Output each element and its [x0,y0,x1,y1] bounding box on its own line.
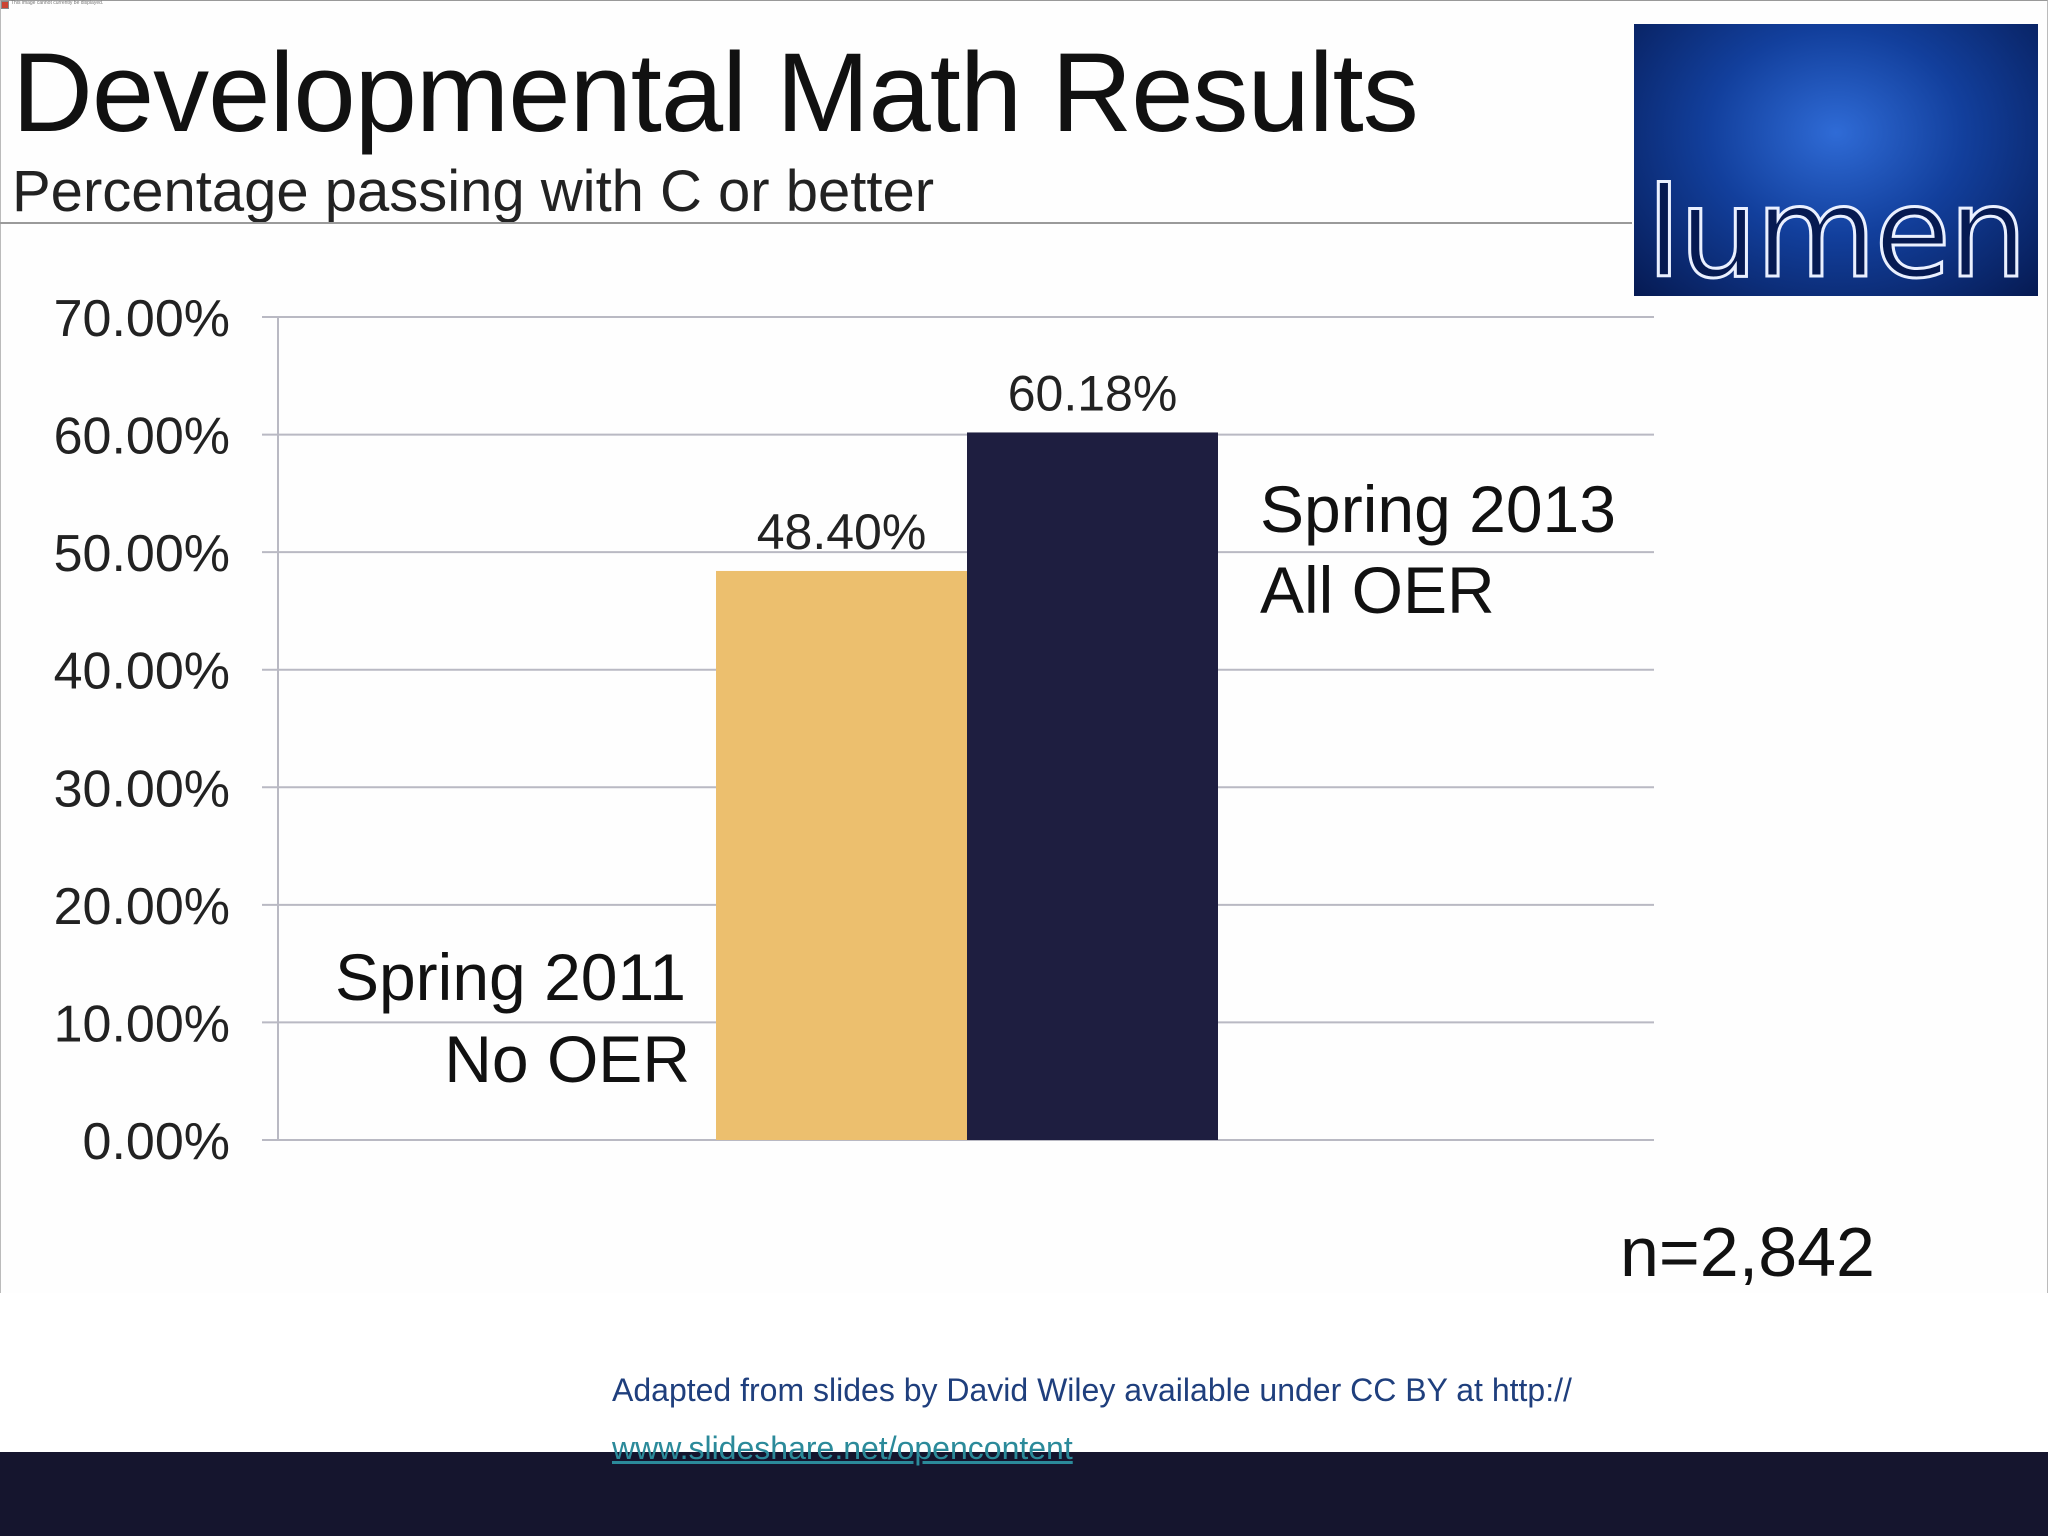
logo-text: lumen [1645,162,2029,297]
y-tick-label: 0.00% [83,1113,230,1171]
category-label-no-oer: No OER [444,1022,690,1096]
bar-1 [716,570,967,1140]
y-tick-label: 40.00% [54,643,230,701]
slide-title: Developmental Math Results [12,30,1419,155]
y-tick-label: 20.00% [54,878,230,936]
attribution-link[interactable]: www.slideshare.net/opencontent [612,1430,1073,1466]
attribution-text: Adapted from slides by David Wiley avail… [612,1372,1572,1408]
y-tick-label: 30.00% [54,760,230,818]
bar-2 [967,432,1218,1140]
bar-value-label: 48.40% [757,504,927,560]
y-tick-label: 10.00% [54,995,230,1053]
sample-size-label: n=2,842 [1620,1213,1875,1291]
bar-value-label: 60.18% [1008,365,1178,421]
y-tick-label: 70.00% [54,290,230,348]
title-divider [0,222,1632,224]
category-label-spring-2013: Spring 2013 [1260,472,1616,546]
y-tick-label: 50.00% [54,525,230,583]
broken-image-text: This image cannot currently be displayed… [11,0,104,6]
footer-band [0,1452,2048,1536]
bar-chart: 0.00% 10.00% 20.00% 30.00% 40.00% 50.00% 60.00… [54,290,1654,1171]
broken-image-icon [1,1,9,9]
category-label-spring-2011: Spring 2011 [335,940,686,1014]
y-tick-label: 60.00% [54,408,230,466]
category-label-all-oer: All OER [1260,553,1495,627]
slide-subtitle: Percentage passing with C or better [12,159,935,224]
lumen-logo: lumen [1634,24,2038,296]
